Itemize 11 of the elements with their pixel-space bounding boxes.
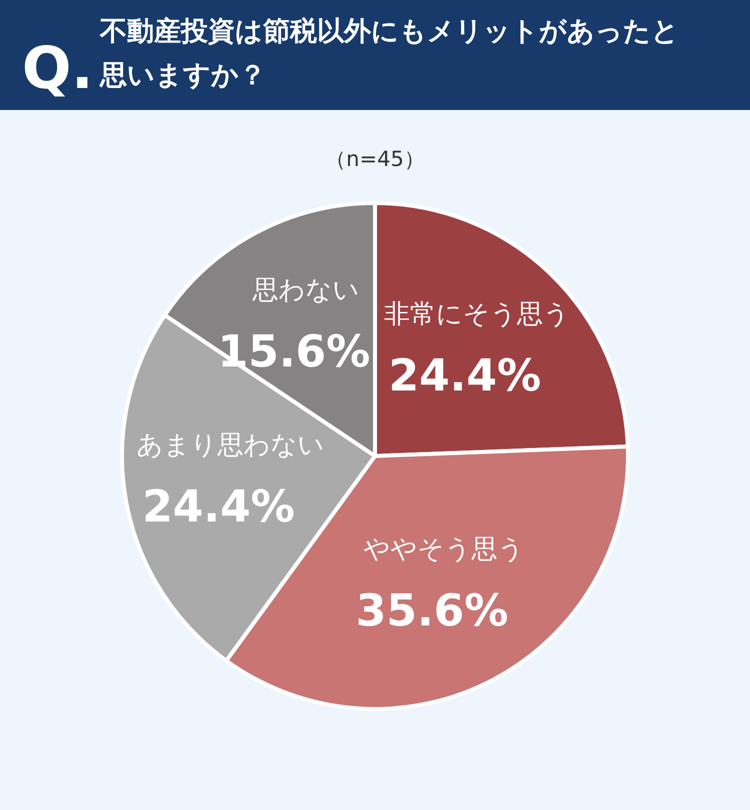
data-label: 24.4% — [142, 482, 295, 533]
data-label: 24.4% — [388, 350, 542, 402]
data-label: 15.6% — [218, 326, 370, 378]
slice-label: あまり思わない — [136, 430, 325, 461]
text: Q. — [22, 34, 94, 102]
slice-label: 思わない — [251, 276, 360, 306]
data-label: 35.6% — [356, 585, 508, 636]
chart-subtitle: （n=45） — [325, 147, 425, 171]
slice-label: ややそう思う — [364, 534, 525, 564]
slice-label: 非常にそう思う — [384, 299, 570, 330]
chart-title: 不動産投資は節税以外にもメリットがあったと思いますか？ — [100, 15, 680, 93]
